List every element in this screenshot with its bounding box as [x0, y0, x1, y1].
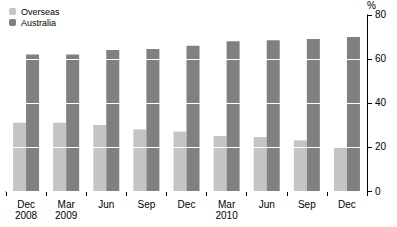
svg-text:Dec: Dec — [17, 199, 35, 210]
svg-text:Australia: Australia — [21, 18, 56, 28]
svg-text:40: 40 — [375, 97, 387, 108]
svg-text:2010: 2010 — [215, 210, 238, 221]
svg-text:2008: 2008 — [15, 210, 38, 221]
svg-text:Sep: Sep — [298, 199, 316, 210]
svg-text:20: 20 — [375, 141, 387, 152]
svg-text:Sep: Sep — [137, 199, 155, 210]
svg-text:Jun: Jun — [259, 199, 275, 210]
svg-text:Jun: Jun — [98, 199, 114, 210]
svg-text:Dec: Dec — [178, 199, 196, 210]
svg-text:60: 60 — [375, 53, 387, 64]
svg-text:Mar: Mar — [218, 199, 236, 210]
svg-text:0: 0 — [375, 186, 381, 197]
svg-text:Mar: Mar — [58, 199, 76, 210]
svg-text:Overseas: Overseas — [21, 6, 60, 17]
svg-text:Dec: Dec — [338, 199, 356, 210]
svg-text:2009: 2009 — [55, 210, 78, 221]
svg-text:80: 80 — [375, 9, 387, 20]
